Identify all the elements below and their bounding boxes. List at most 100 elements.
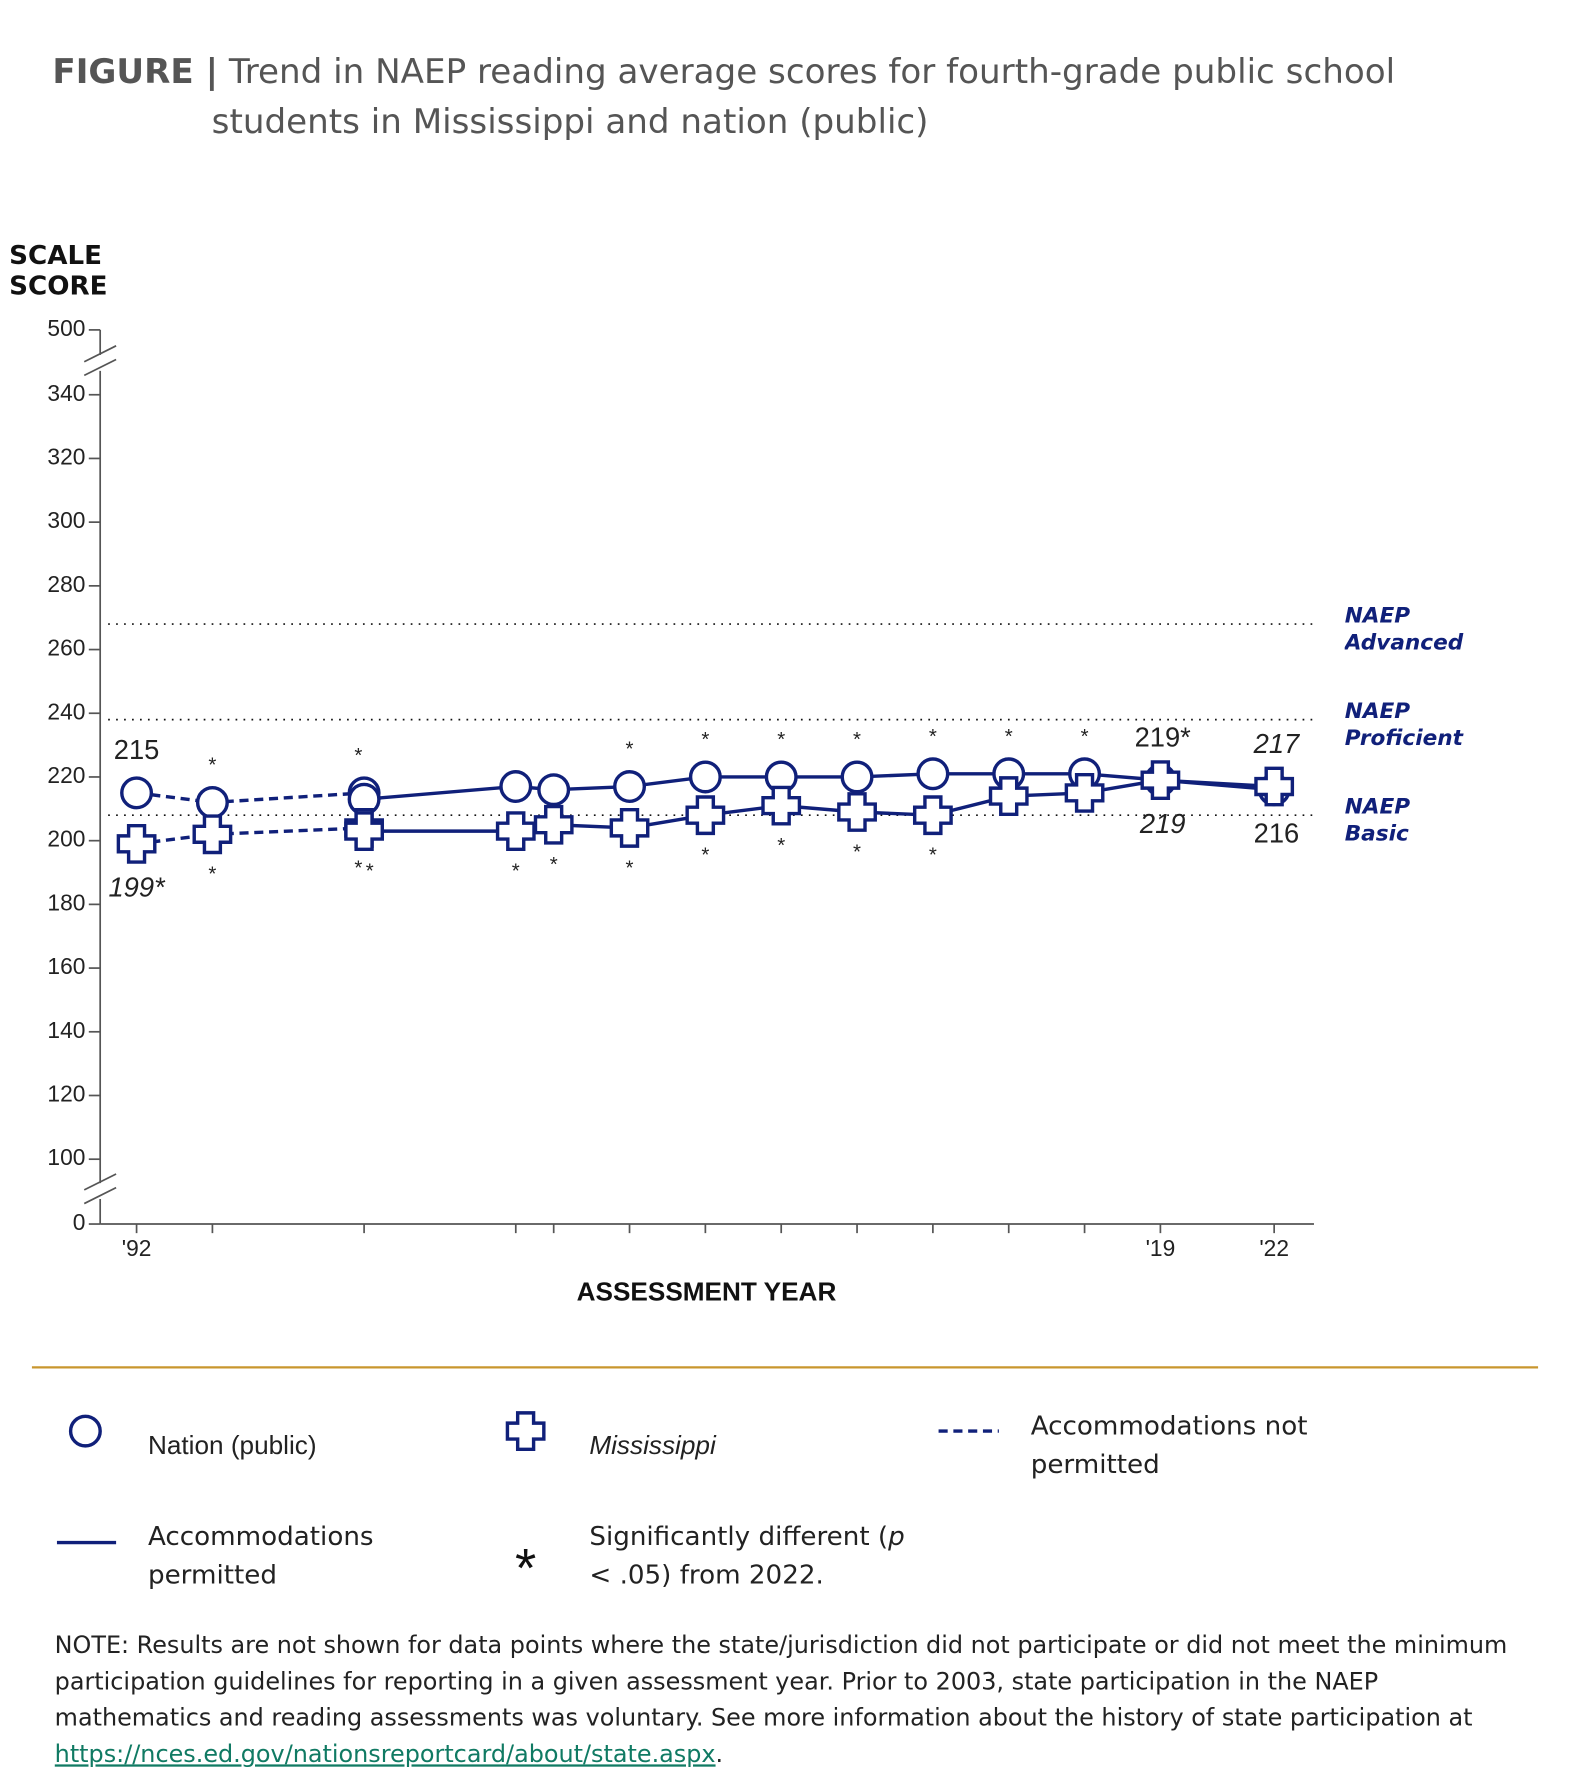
y-tick-label: 320 xyxy=(47,443,85,469)
significance-star: * xyxy=(354,744,362,767)
legend-label: Nation (public) xyxy=(148,1430,317,1460)
data-point xyxy=(761,785,802,826)
axis-break xyxy=(83,358,117,377)
legend-text: < .05) from 2022. xyxy=(589,1560,824,1591)
data-point xyxy=(609,808,650,848)
data-point xyxy=(495,811,536,852)
y-label-box: SCALE SCORE xyxy=(9,241,108,302)
y-tick-label: 240 xyxy=(47,698,85,724)
axis-break xyxy=(83,1186,117,1205)
value-label: 216 xyxy=(1254,817,1300,848)
significance-star: * xyxy=(354,856,362,879)
legend-box: Significantly different (p < .05) from 2… xyxy=(589,1518,919,1595)
significance-star: * xyxy=(626,738,634,761)
significance-star: * xyxy=(208,863,216,886)
figure-label: FIGURE | xyxy=(52,52,219,93)
note-link[interactable]: https://nces.ed.gov/nationsreportcard/ab… xyxy=(54,1740,716,1768)
significance-star: * xyxy=(777,834,785,857)
reference-label: NAEP Advanced xyxy=(1344,602,1464,655)
x-axis-title: ASSESSMENT YEAR xyxy=(577,1276,837,1306)
y-tick-label: 500 xyxy=(47,315,85,341)
y-tick-label: 180 xyxy=(47,889,85,915)
significance-star: * xyxy=(701,844,709,867)
value-label: 217 xyxy=(1253,728,1301,759)
data-point xyxy=(988,776,1029,816)
y-tick-label: 340 xyxy=(47,380,85,406)
data-point xyxy=(688,760,722,794)
legend-box: Accommodations not permitted xyxy=(1030,1411,1308,1480)
data-point xyxy=(533,804,574,845)
note-text: . xyxy=(715,1740,724,1768)
data-point xyxy=(837,792,877,832)
reference-label-box: NAEP Basic xyxy=(1344,793,1411,846)
note-text: NOTE: Results are not shown for data poi… xyxy=(54,1631,1508,1732)
legend-star: * xyxy=(515,1538,536,1599)
significance-star: * xyxy=(550,853,558,876)
data-point xyxy=(912,795,953,836)
value-label: 215 xyxy=(114,734,160,765)
series-line xyxy=(136,791,365,805)
y-tick-label: 120 xyxy=(47,1081,85,1107)
data-point xyxy=(1064,772,1105,813)
reference-label-box: NAEP Proficient xyxy=(1344,698,1463,751)
data-point xyxy=(116,823,157,864)
y-tick-label: 280 xyxy=(47,571,85,597)
data-point xyxy=(1140,760,1181,801)
y-tick-label: 200 xyxy=(47,826,85,852)
significance-star: * xyxy=(777,728,785,751)
y-axis-title: SCALE SCORE xyxy=(9,241,108,302)
legend-box: Accommodations permitted xyxy=(147,1522,374,1591)
data-point xyxy=(120,776,154,810)
y-tick-label: 220 xyxy=(47,762,85,788)
significance-star: * xyxy=(208,753,216,776)
legend-label: Significantly different (p < .05) from 2… xyxy=(589,1518,919,1595)
note: NOTE: Results are not shown for data poi… xyxy=(55,1627,1534,1773)
data-point xyxy=(499,770,533,804)
significance-star: * xyxy=(1081,725,1089,748)
data-point xyxy=(195,785,229,819)
legend-label: Accommodations not permitted xyxy=(1030,1411,1308,1480)
legend-label: Accommodations permitted xyxy=(147,1522,374,1591)
y-tick-label: 100 xyxy=(47,1144,85,1170)
y-tick-label: 0 xyxy=(73,1209,86,1235)
y-tick-label: 140 xyxy=(47,1017,85,1043)
y-tick-label: 260 xyxy=(47,635,85,661)
legend-text: Significantly different ( xyxy=(589,1522,889,1552)
title-box: FIGURE | Trend in NAEP reading average s… xyxy=(52,52,1396,143)
series-line xyxy=(136,826,365,846)
axis-break xyxy=(83,345,117,363)
data-point xyxy=(192,814,233,855)
significance-star: * xyxy=(929,725,937,748)
reference-label: NAEP Basic xyxy=(1344,793,1411,846)
significance-star: * xyxy=(1005,725,1013,748)
chart-title: Trend in NAEP reading average scores for… xyxy=(211,52,1396,143)
reference-label-box: NAEP Advanced xyxy=(1344,602,1464,655)
data-point xyxy=(685,795,726,836)
significance-star: * xyxy=(853,728,861,751)
data-point xyxy=(613,770,647,804)
legend-cross xyxy=(505,1411,546,1451)
x-tick-label: '92 xyxy=(122,1235,152,1261)
axis-break xyxy=(83,1173,117,1191)
significance-star: * xyxy=(853,840,861,863)
legend-text: p xyxy=(888,1522,905,1552)
value-label: 219 xyxy=(1139,808,1186,839)
x-tick-label: '19 xyxy=(1146,1235,1176,1261)
significance-star: * xyxy=(512,859,520,882)
data-point xyxy=(1254,766,1295,807)
significance-star: * xyxy=(626,856,634,879)
y-tick-label: 160 xyxy=(47,953,85,979)
legend-circle xyxy=(68,1414,102,1448)
legend-label: Mississippi xyxy=(589,1430,717,1460)
significance-star: * xyxy=(929,844,937,867)
reference-label: NAEP Proficient xyxy=(1344,698,1463,751)
significance-star: * xyxy=(366,859,374,882)
note-box: NOTE: Results are not shown for data poi… xyxy=(55,1627,1534,1773)
x-tick-label: '22 xyxy=(1259,1235,1289,1261)
y-tick-label: 300 xyxy=(47,507,85,533)
data-point xyxy=(537,773,571,807)
data-point xyxy=(344,811,385,852)
significance-star: * xyxy=(701,728,709,751)
value-label: 219* xyxy=(1135,721,1192,752)
